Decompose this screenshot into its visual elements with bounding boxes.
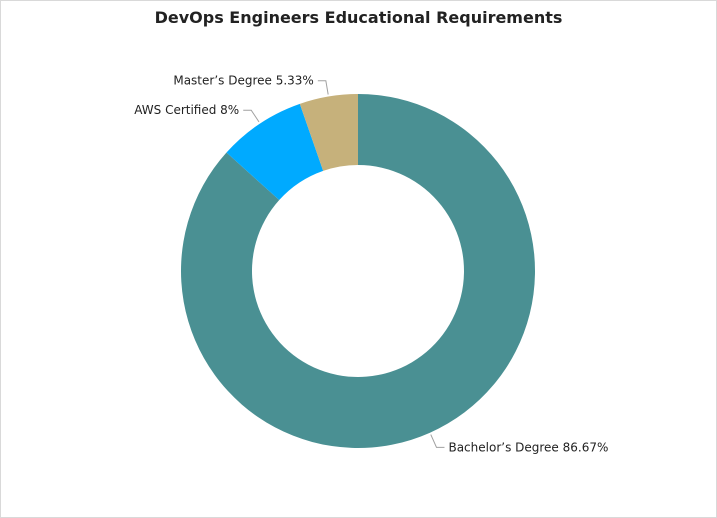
slice-master-s-degree	[299, 94, 358, 171]
slice-label: Bachelor’s Degree 86.67%	[448, 440, 608, 454]
leader-line	[243, 109, 260, 123]
slice-labels: Bachelor’s Degree 86.67% AWS Certified 8%…	[134, 74, 608, 455]
slice-aws-certified	[226, 103, 324, 201]
donut-slices	[180, 94, 535, 448]
slice-label: AWS Certified 8%	[134, 103, 239, 117]
slice-bachelor-s-degree	[180, 94, 535, 448]
leader-line	[430, 434, 445, 448]
slice-label: Master’s Degree 5.33%	[173, 74, 313, 88]
chart-title: DevOps Engineers Educational Requirement…	[154, 8, 563, 27]
leader-line	[317, 80, 329, 95]
